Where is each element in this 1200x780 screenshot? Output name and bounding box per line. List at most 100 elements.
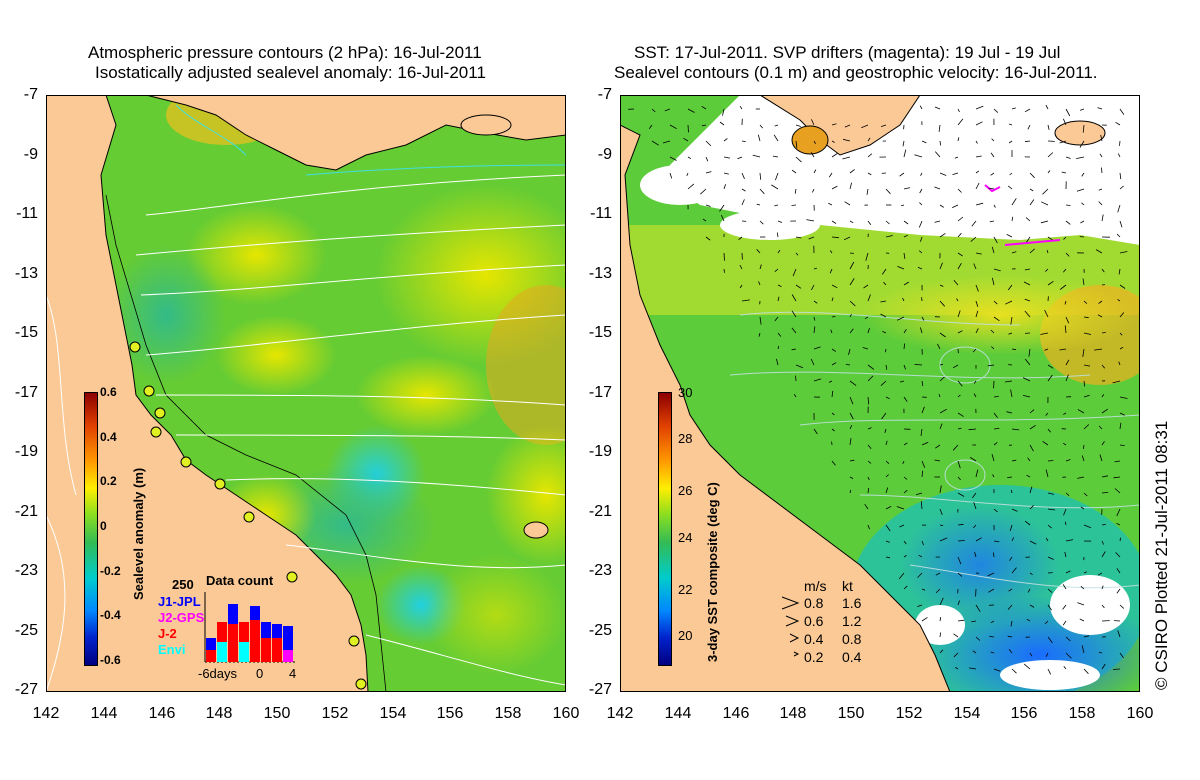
velocity-vector <box>777 249 781 254</box>
velocity-vector <box>1065 492 1070 497</box>
velocity-vector <box>775 172 779 181</box>
velocity-vector <box>903 343 905 350</box>
lon-tick: 158 <box>1068 705 1096 722</box>
velocity-vector <box>1022 395 1031 398</box>
velocity-kt: 0.8 <box>842 631 862 647</box>
lon-tick: 146 <box>722 705 750 722</box>
velocity-vector <box>1082 348 1085 357</box>
velocity-vector <box>1101 408 1109 414</box>
velocity-vector <box>806 219 815 222</box>
velocity-vector <box>935 444 941 449</box>
velocity-vector <box>939 284 944 287</box>
velocity-vector <box>1101 332 1106 334</box>
velocity-vector <box>957 394 961 398</box>
velocity-vector <box>921 441 929 446</box>
velocity-vector <box>1119 185 1124 190</box>
velocity-vector <box>1062 442 1067 446</box>
velocity-vector <box>791 294 797 302</box>
velocity-vector <box>971 220 977 227</box>
velocity-vector <box>938 393 941 398</box>
velocity-vector <box>993 412 998 418</box>
velocity-vector <box>1099 153 1103 158</box>
velocity-vector <box>1101 663 1106 670</box>
velocity-vector <box>865 252 869 261</box>
velocity-vector <box>867 460 872 464</box>
velocity-vector <box>831 153 838 158</box>
velocity-vector <box>939 376 945 382</box>
velocity-vector <box>900 204 905 207</box>
velocity-vector <box>849 459 855 462</box>
velocity-vector <box>1082 124 1085 133</box>
velocity-vector <box>861 124 869 129</box>
velocity-vector <box>937 343 941 350</box>
velocity-vector <box>881 412 887 420</box>
velocity-vector <box>1045 652 1049 657</box>
velocity-vector <box>955 667 959 670</box>
velocity-vector <box>1041 201 1049 206</box>
velocity-vector <box>1047 374 1053 382</box>
velocity-vector <box>1008 588 1013 592</box>
velocity-vector <box>975 284 979 292</box>
velocity-vector <box>993 236 998 244</box>
velocity-vector <box>921 617 928 622</box>
velocity-vector <box>719 204 725 212</box>
velocity-vector <box>795 364 804 369</box>
velocity-vector <box>1024 268 1031 271</box>
velocity-vector <box>939 262 943 270</box>
velocity-vector <box>975 140 978 144</box>
velocity-vector <box>970 236 977 242</box>
velocity-vector <box>1077 476 1085 479</box>
velocity-vector <box>993 668 1001 672</box>
velocity-vector <box>1029 188 1034 192</box>
velocity-vector <box>758 332 761 337</box>
velocity-vector <box>975 604 981 612</box>
velocity-vector <box>1119 444 1125 446</box>
lat-tick: -13 <box>14 265 38 282</box>
velocity-vector <box>1064 551 1067 558</box>
velocity-vector <box>921 470 924 478</box>
velocity-vector <box>1118 361 1121 366</box>
velocity-vector <box>939 172 947 176</box>
velocity-vector <box>849 425 853 430</box>
velocity-vector <box>1101 214 1104 222</box>
velocity-vector <box>952 204 959 208</box>
velocity-vector <box>795 375 797 382</box>
lat-tick: -25 <box>14 622 38 639</box>
velocity-vector <box>1116 233 1121 238</box>
velocity-vector <box>1047 588 1053 593</box>
velocity-vector <box>1117 153 1121 158</box>
velocity-vector <box>705 236 711 241</box>
velocity-vector <box>897 266 905 270</box>
colorbar-tick: -0.6 <box>100 653 121 667</box>
colorbar-tick: -0.2 <box>100 564 121 578</box>
velocity-vector <box>957 556 962 565</box>
velocity-vector <box>885 220 890 225</box>
velocity-vector <box>759 264 762 270</box>
velocity-vector <box>1115 552 1121 558</box>
velocity-vector <box>975 121 983 126</box>
velocity-vector <box>1042 440 1049 446</box>
colorbar-tick: 30 <box>678 385 693 400</box>
velocity-vector <box>1064 300 1067 305</box>
velocity-vector <box>813 267 818 270</box>
velocity-vector <box>813 346 821 350</box>
velocity-vector <box>792 268 797 277</box>
velocity-vector <box>885 540 890 543</box>
velocity-vector <box>973 393 977 398</box>
sst-colorbar <box>658 392 672 666</box>
velocity-vector <box>774 268 779 273</box>
velocity-vector <box>683 137 689 142</box>
velocity-vector <box>651 108 656 113</box>
velocity-vector <box>1065 156 1071 159</box>
velocity-vector <box>795 236 802 239</box>
velocity-vector <box>1116 508 1121 517</box>
velocity-vector <box>885 524 891 532</box>
velocity-vector <box>975 155 982 158</box>
velocity-vector <box>899 380 905 383</box>
velocity-vector <box>1119 422 1122 430</box>
velocity-vector <box>921 380 924 387</box>
velocity-vector <box>957 216 964 222</box>
velocity-vector <box>793 393 797 398</box>
velocity-vector <box>1008 140 1013 144</box>
velocity-vector <box>880 313 887 318</box>
